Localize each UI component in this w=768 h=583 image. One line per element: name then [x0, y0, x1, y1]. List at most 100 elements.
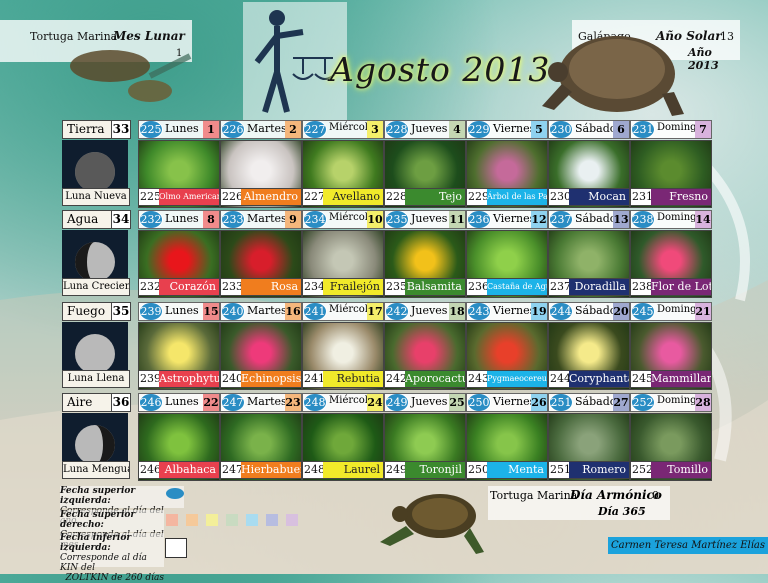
legend-day-of-year: Fecha superior izquierda: Corresponde al…: [60, 486, 184, 526]
plant-label: 244Coryphantaa: [548, 370, 630, 388]
plant-name: Almendro: [241, 189, 301, 205]
libra-icon: [254, 10, 336, 113]
header-lunar-month: Tortuga Marina Mes Lunar 1: [0, 20, 192, 62]
plant-name: Hierbabuena: [241, 462, 301, 478]
day-of-month: 10: [367, 211, 383, 228]
week-number: 33: [111, 120, 131, 139]
plant-name: Rebutia: [323, 371, 383, 387]
kin-number: 225: [140, 190, 161, 203]
kin-number: 231: [632, 190, 653, 203]
day-of-year: 226: [221, 121, 245, 138]
day-header: 252 Domingo 28: [630, 393, 712, 412]
kin-number: 235: [386, 280, 407, 293]
weekday-name: Sábado: [575, 212, 617, 225]
day-of-year: 243: [467, 303, 491, 320]
plant-name: Doradilla: [569, 279, 629, 295]
day-of-month: 2: [285, 121, 301, 138]
kin-number: 226: [222, 190, 243, 203]
legend-2-title: Fecha superior derecho:: [60, 510, 136, 530]
day-of-month: 6: [613, 121, 629, 138]
day-header: 241 Miércoles 17: [302, 302, 384, 321]
day-of-month: 25: [449, 394, 465, 411]
plant-name: Mammillaria: [651, 371, 711, 387]
day-of-month: 17: [367, 303, 383, 320]
plant-name: Echinopsis: [241, 371, 301, 387]
moon-phase-label: Luna Nueva: [62, 188, 130, 206]
day-of-month: 9: [285, 211, 301, 228]
plant-name: Olmo Americano: [159, 189, 219, 205]
day-header: 240 Martes 16: [220, 302, 302, 321]
weekday-name: Martes: [247, 304, 287, 317]
weekday-name: Viernes: [493, 122, 536, 135]
kin-number: 251: [550, 463, 571, 476]
plant-name: Romero: [569, 462, 629, 478]
day-of-year: 247: [221, 394, 245, 411]
day-header: 238 Domingo 14: [630, 210, 712, 229]
day-header: 248 Miércoles 24: [302, 393, 384, 412]
day-of-month: 8: [203, 211, 219, 228]
harmonic-label: Tortuga Marina: [490, 489, 578, 502]
day-header: 251 Sábado 27: [548, 393, 630, 412]
day-of-year: 244: [549, 303, 573, 320]
legend-3-desc1: Corresponde al día KIN del: [60, 553, 147, 573]
plant-name: Pygmaeocereus: [487, 371, 547, 387]
legend-color-swatch: [246, 514, 258, 526]
kin-number: 246: [140, 463, 161, 476]
legend-kin-box: [165, 538, 187, 558]
weekday-name: Martes: [247, 395, 287, 408]
plant-label: 235 Balsamita: [384, 278, 466, 296]
plant-label: 241 Rebutia: [302, 370, 384, 388]
day-of-year: 240: [221, 303, 245, 320]
weekday-name: Martes: [247, 122, 287, 135]
week-label: Fuego 35: [62, 302, 131, 321]
harmonic-title: Día Armónico: [570, 488, 662, 502]
day-header: 237 Sábado 13: [548, 210, 630, 229]
kin-number: 238: [632, 280, 653, 293]
week-name: Aire: [67, 395, 93, 409]
day-of-month: 26: [531, 394, 547, 411]
day-of-month: 21: [695, 303, 711, 320]
plant-name: Castaña de Agua: [487, 279, 547, 295]
day-header: 250 Viernes 26: [466, 393, 548, 412]
plant-label: 237 Doradilla: [548, 278, 630, 296]
weekday-name: Domingo: [657, 304, 703, 315]
weekday-name: Lunes: [165, 212, 199, 225]
page-title: Agosto 2013: [330, 50, 551, 89]
day-of-year: 242: [385, 303, 409, 320]
day-header: 231 Domingo 7: [630, 120, 712, 139]
weekday-name: Domingo: [657, 212, 703, 223]
day-of-year: 233: [221, 211, 245, 228]
weekday-name: Viernes: [493, 304, 536, 317]
lunar-month-value: 1: [176, 48, 183, 59]
day-header: 230 Sábado 6: [548, 120, 630, 139]
day-of-year: 238: [631, 211, 655, 228]
weekday-name: Lunes: [165, 395, 199, 408]
plant-name: Tomillo: [651, 462, 711, 478]
day-of-year: 227: [303, 121, 327, 138]
legend-color-swatch: [266, 514, 278, 526]
plant-label: 247Hierbabuena: [220, 461, 302, 479]
weekday-name: Sábado: [575, 395, 617, 408]
day-header: 245 Domingo 21: [630, 302, 712, 321]
plant-name: Fresno: [651, 189, 711, 205]
day-of-month: 15: [203, 303, 219, 320]
lunar-month-label: Tortuga Marina: [30, 30, 118, 43]
plant-name: Coryphantaa: [569, 371, 629, 387]
plant-label: 248 Laurel: [302, 461, 384, 479]
day-header: 243 Viernes 19: [466, 302, 548, 321]
plant-label: 251 Romero: [548, 461, 630, 479]
lunar-month-title: Mes Lunar: [113, 29, 185, 43]
plant-label: 249 Toronjil: [384, 461, 466, 479]
day-of-month: 4: [449, 121, 465, 138]
day-of-year: 249: [385, 394, 409, 411]
day-of-month: 7: [695, 121, 711, 138]
weekday-name: Viernes: [493, 395, 536, 408]
plant-name: Laurel: [323, 462, 383, 478]
plant-label: 240 Echinopsis: [220, 370, 302, 388]
week-label: Tierra 33: [62, 120, 131, 139]
day-of-year: 230: [549, 121, 573, 138]
plant-name: Avellano: [323, 189, 383, 205]
kin-number: 236: [468, 280, 489, 293]
sea-turtle-bottom-icon: [380, 494, 484, 554]
